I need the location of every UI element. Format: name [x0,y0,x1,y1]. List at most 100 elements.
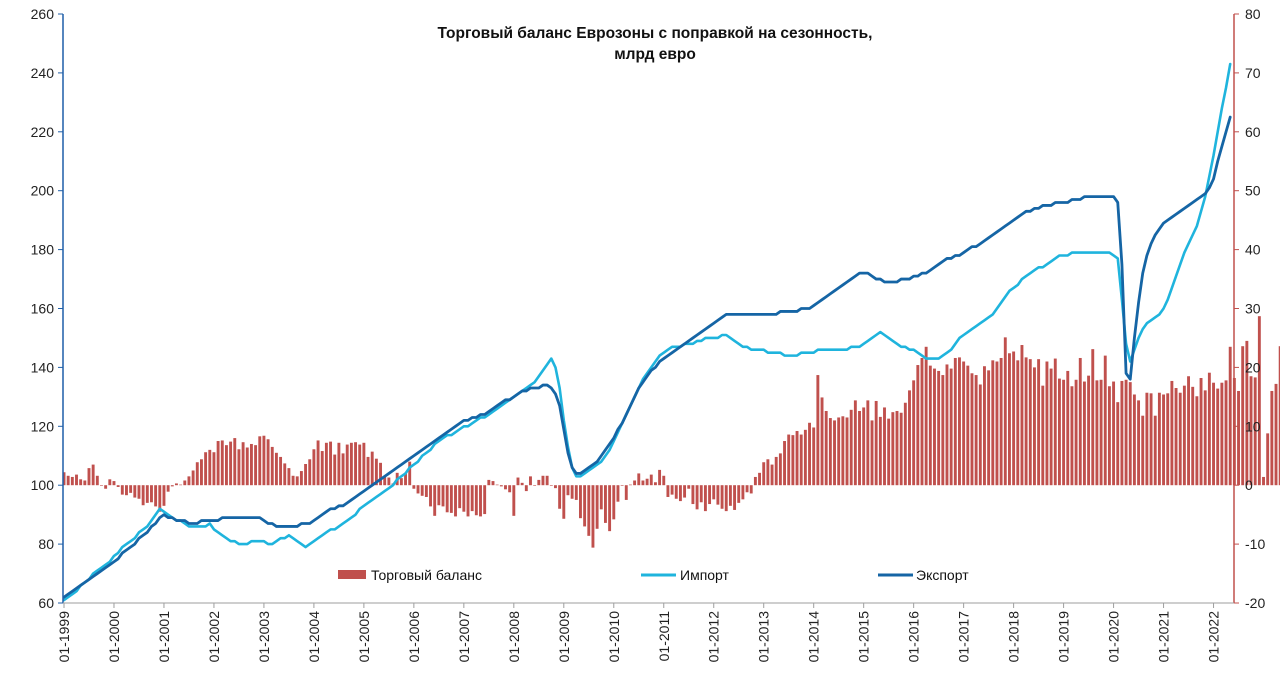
balance-bar [137,485,141,499]
balance-bar [753,476,757,486]
balance-bar [87,468,91,486]
balance-bar [416,485,420,494]
balance-bar [229,441,233,486]
balance-bar [1195,396,1199,486]
left-tick-label: 100 [31,477,55,493]
balance-bar [216,441,220,486]
balance-bar [1057,378,1061,486]
balance-bar [474,485,478,516]
balance-bar [166,485,170,492]
balance-bar [445,485,449,513]
balance-bar [570,485,574,499]
balance-bar [100,485,103,486]
balance-bar [424,485,428,497]
left-tick-label: 80 [38,536,54,552]
x-tick-label: 01-2017 [956,611,972,663]
balance-bar [241,442,245,486]
balance-bar [945,364,949,486]
balance-bar [1149,393,1153,486]
balance-bar [1162,394,1166,486]
left-tick-label: 160 [31,301,55,317]
balance-bar [645,478,649,486]
axes-layer [62,14,1235,604]
balance-bar [491,481,495,486]
x-tick-label: 01-2004 [306,611,322,663]
balance-bar [358,444,362,486]
balance-bar [224,445,228,486]
balance-bar [441,485,445,507]
balance-bar [483,485,487,515]
balance-bar [574,485,578,500]
balance-bar [1003,337,1007,486]
balance-bar [125,485,128,496]
balance-bar [299,471,303,486]
balance-bar [966,365,970,486]
balance-bar [637,473,641,486]
balance-bar [374,458,378,486]
balance-bar [187,476,191,486]
balance-bar [903,402,907,486]
balance-bar [1074,379,1078,486]
balance-bar [1091,349,1095,486]
balance-bar [703,485,707,512]
balance-bar [758,472,761,486]
balance-bar [608,485,612,532]
balance-bar [633,480,637,486]
balance-bar [266,439,270,486]
balance-bar [579,485,582,519]
balance-bar [816,375,820,486]
balance-bar [387,477,391,486]
balance-bar [970,373,974,486]
left-tick-label: 260 [31,6,55,22]
balance-bar [208,449,212,486]
balance-bar [1053,358,1057,486]
balance-bar [499,485,503,487]
x-tick-label: 01-2007 [456,611,472,663]
balance-bar [562,485,566,519]
x-tick-label: 01-2006 [406,611,422,663]
balance-bar [833,420,836,486]
balance-bar [362,442,366,486]
balance-bar [595,485,599,529]
balance-bar [212,452,216,486]
balance-bar [858,410,861,486]
balance-bar [116,485,120,487]
balance-bar [108,479,112,486]
balance-bar [604,485,607,523]
legend-export-label: Экспорт [916,567,969,583]
balance-bar [999,357,1003,486]
balance-bar [720,485,724,509]
balance-bar [329,441,333,486]
balance-bar [1220,382,1224,486]
balance-bar [349,442,353,486]
x-tick-label: 01-2011 [656,611,672,662]
balance-bar [258,436,262,486]
x-tick-label: 01-2012 [706,611,722,663]
balance-bar [404,472,407,486]
balance-bar [154,485,158,507]
balance-bar [333,454,337,486]
x-tick-label: 01-1999 [56,611,72,663]
balance-bar [778,453,782,486]
balance-bar [66,475,70,486]
balance-bar [520,482,524,486]
balance-bar [958,357,961,486]
balance-bar [1078,357,1082,486]
legend: Торговый баланс Импорт Экспорт [338,567,969,583]
balance-bar [1062,379,1066,486]
balance-bar [803,429,807,486]
balance-bar [295,476,299,486]
balance-bar [1045,361,1049,486]
balance-bar [1095,380,1099,486]
balance-bar [1020,345,1024,486]
balance-bar [408,461,412,486]
x-tick-label: 01-2003 [256,611,272,663]
balance-bar [1253,377,1257,486]
balance-bar [787,434,791,486]
balance-bar [728,485,732,506]
balance-bar [783,441,786,486]
right-tick-label: 20 [1245,359,1261,375]
balance-bar [762,462,766,486]
balance-bar [1037,359,1041,486]
balance-bar [83,480,87,486]
